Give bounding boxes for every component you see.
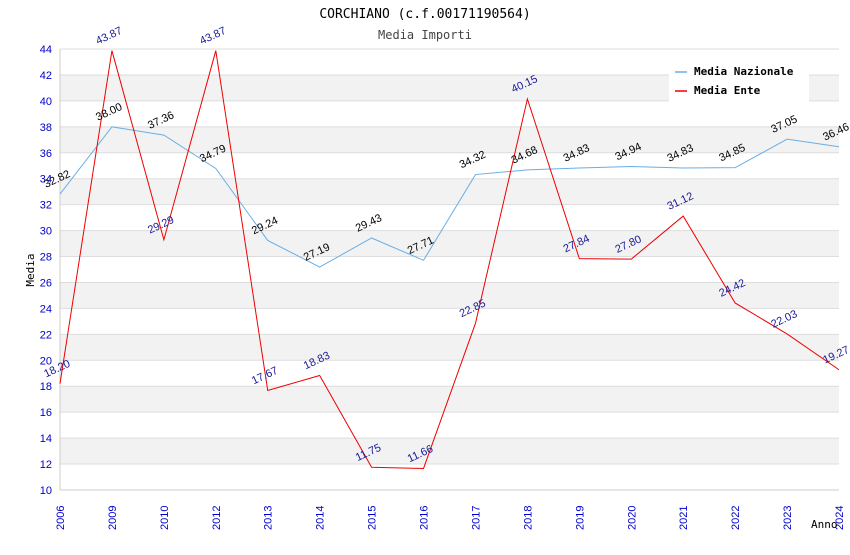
y-tick-label: 26	[40, 277, 52, 289]
x-tick-label: 2016	[419, 506, 431, 530]
x-tick-label: 2019	[574, 506, 586, 530]
chart-title: CORCHIANO (c.f.00171190564)	[319, 7, 530, 22]
x-tick-label: 2023	[782, 506, 794, 530]
data-label: 17.67	[250, 365, 280, 388]
x-tick-label: 2009	[107, 506, 119, 530]
series-line-media-ente	[59, 50, 840, 469]
series-line-media-nazionale	[59, 126, 840, 268]
x-tick-label: 2015	[367, 506, 379, 530]
y-axis-title: Media	[24, 253, 37, 286]
y-tick-label: 30	[40, 226, 52, 238]
grid-lines	[60, 48, 839, 491]
y-tick-label: 38	[40, 122, 52, 134]
x-tick-labels: 2006 2009 2010 2012 2013 2014 2015 2016 2017 2018…	[55, 506, 846, 530]
x-tick-label: 2022	[730, 506, 742, 530]
grid-band	[60, 334, 839, 361]
y-tick-label: 12	[40, 459, 52, 471]
grid-band	[60, 282, 839, 309]
x-tick-label: 2010	[159, 506, 171, 530]
grid-band	[60, 178, 839, 205]
y-tick-label: 28	[40, 252, 52, 264]
grid-band	[60, 230, 839, 257]
y-tick-label: 22	[40, 329, 52, 341]
x-tick-label: 2024	[834, 506, 846, 530]
legend: Media Nazionale Media Ente	[669, 60, 809, 102]
y-tick-labels: 10 12 14 16 18 20 22 24 26 28 30 32 34 36 38 40 42 44	[40, 44, 52, 497]
data-label: 38.00	[94, 101, 124, 124]
y-tick-label: 34	[40, 174, 52, 186]
x-axis-title: Anno	[811, 518, 838, 531]
data-label: 43.87	[198, 25, 228, 48]
data-label: 22.03	[769, 308, 799, 331]
legend-label-media-nazionale: Media Nazionale	[694, 65, 794, 78]
grid-band	[60, 386, 839, 413]
grid-band	[60, 438, 839, 465]
legend-label-media-ente: Media Ente	[694, 84, 761, 97]
y-tick-label: 20	[40, 355, 52, 367]
y-tick-label: 32	[40, 200, 52, 212]
grid-bands	[60, 74, 839, 465]
x-tick-label: 2017	[470, 506, 482, 530]
x-tick-label: 2018	[522, 506, 534, 530]
chart-subtitle: Media Importi	[378, 28, 472, 42]
grid-band	[60, 126, 839, 153]
x-tick-label: 2014	[315, 506, 327, 530]
series-lines	[59, 50, 840, 469]
y-tick-label: 16	[40, 407, 52, 419]
y-tick-label: 10	[40, 485, 52, 497]
x-tick-label: 2006	[55, 506, 67, 530]
y-tick-label: 24	[40, 303, 52, 315]
x-tick-label: 2013	[263, 506, 275, 530]
x-tick-label: 2012	[211, 506, 223, 530]
legend-box	[669, 60, 809, 102]
data-label: 43.87	[94, 25, 124, 48]
x-tick-label: 2021	[678, 506, 690, 530]
y-tick-label: 44	[40, 44, 52, 56]
y-tick-label: 40	[40, 96, 52, 108]
y-tick-label: 36	[40, 148, 52, 160]
y-tick-label: 42	[40, 70, 52, 82]
x-tick-label: 2020	[626, 506, 638, 530]
y-tick-label: 14	[40, 433, 52, 445]
y-tick-label: 18	[40, 381, 52, 393]
